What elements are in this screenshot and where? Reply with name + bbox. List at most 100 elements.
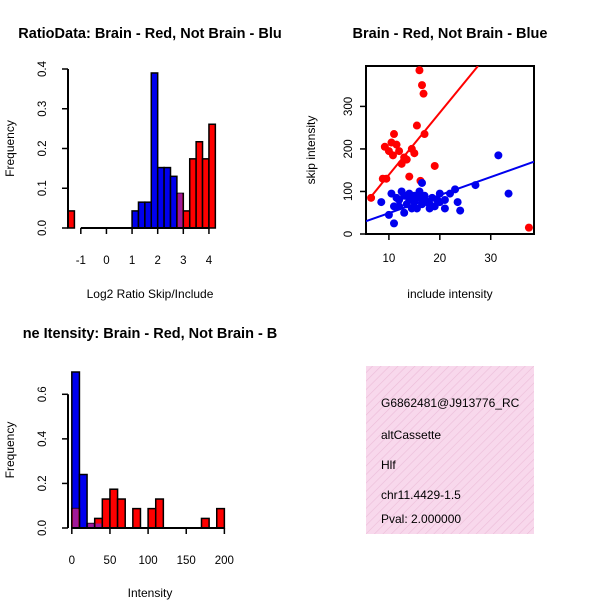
bar-not-brain [150,72,159,229]
y-tick-label: 0.4 [37,430,49,447]
info-probe-id: G6862481@J913776_RC [381,396,520,410]
chart-3: ne Itensity: Brain - Red, Not Brain - B 0… [3,326,277,600]
bar-brain [188,158,197,229]
bar-not-brain [163,166,172,229]
chart-1: RatioData: Brain - Red, Not Brain - Blu -… [3,26,282,301]
plot-box [365,65,535,235]
x-tick-label: 200 [215,555,234,567]
point-brain [395,147,404,156]
y-tick-label: 0.4 [37,60,49,77]
point-brain [415,66,424,75]
x-tick-label: 100 [138,555,157,567]
y-tick-label: 0.6 [37,386,49,402]
x-tick-label: 30 [484,253,497,265]
info-location: chr11.4429-1.5 [381,488,461,502]
bar-not-brain [137,201,146,229]
point-brain [402,155,411,164]
point-brain [367,193,376,202]
point-brain [410,149,419,158]
bar-brain [116,498,126,529]
point-brain [430,161,439,170]
point-not-brain [400,208,409,217]
bar-not-brain [156,166,165,229]
point-not-brain [440,204,449,213]
point-brain [420,130,429,139]
y-tick-label: 200 [343,139,355,158]
bar-overlap [72,508,79,527]
x-axis-label: include intensity [407,287,492,301]
point-not-brain [390,219,398,228]
x-tick-label: 50 [104,555,117,567]
point-not-brain [440,195,449,204]
bar-brain [200,517,210,529]
bar-overlap [88,523,94,527]
x-tick-label: 150 [177,555,196,567]
plot-area [366,66,534,232]
y-tick-label: 0.0 [37,220,49,236]
info-event-type: altCassette [381,428,441,442]
info-panel: G6862481@J913776_RC altCassette Hlf chr1… [366,366,534,534]
x-tick-label: -1 [76,255,86,267]
point-brain [418,81,426,90]
x-tick-label: 0 [103,255,109,267]
x-tick-label: 2 [154,255,160,267]
fit-line-not-brain [366,160,534,223]
point-not-brain [377,198,386,207]
point-brain [392,140,401,149]
x-axis-label: Intensity [128,586,173,600]
bar-brain [182,210,191,229]
point-not-brain [494,151,503,160]
y-tick-label: 0.0 [37,520,49,536]
bar-overlap [95,523,102,527]
point-brain [412,121,421,130]
bar-brain [132,507,142,529]
bar-brain [147,507,157,529]
y-tick-label: 0 [343,231,355,237]
info-pval: Pval: 2.000000 [381,512,461,526]
x-tick-label: 3 [180,255,186,267]
bar-brain [154,498,165,529]
fit-line-brain [370,66,479,198]
bar-not-brain [131,210,140,229]
point-brain [524,223,533,232]
point-brain [388,151,397,160]
y-tick-label: 100 [343,182,355,201]
bar-not-brain [78,473,88,529]
bar-brain [215,507,226,529]
x-tick-label: 1 [129,255,135,267]
y-tick-label: 0.1 [37,180,49,196]
bar-brain [195,140,204,229]
point-brain [419,89,428,98]
chart-title: Brain - Red, Not Brain - Blue [353,26,548,42]
chart-title: RatioData: Brain - Red, Not Brain - Blu [18,26,281,42]
y-tick-label: 0.2 [37,141,49,157]
x-tick-label: 4 [206,255,213,267]
point-brain [390,130,398,139]
bar-not-brain [144,201,153,229]
x-tick-label: 0 [69,555,75,567]
point-not-brain [418,178,426,187]
info-panel-background [366,366,534,534]
bar-brain [101,498,111,529]
bar-overlap [177,193,183,227]
point-not-brain [504,189,513,198]
bar-brain [109,488,119,529]
point-not-brain [453,198,462,207]
point-not-brain [456,206,465,215]
x-tick-label: 20 [433,253,446,265]
y-axis-label: skip intensity [304,116,318,185]
y-axis-label: Frequency [3,422,17,479]
x-axis-label: Log2 Ratio Skip/Include [87,287,214,301]
bar-brain [208,123,217,229]
y-axis-label: Frequency [3,120,17,177]
bar-brain [201,158,210,229]
y-tick-label: 300 [343,97,355,116]
bar-not-brain [169,175,178,229]
chart-title: ne Itensity: Brain - Red, Not Brain - B [23,326,278,342]
x-tick-label: 10 [383,253,396,265]
point-brain [405,172,414,181]
y-tick-label: 0.3 [37,101,49,117]
y-tick-label: 0.2 [37,475,49,491]
